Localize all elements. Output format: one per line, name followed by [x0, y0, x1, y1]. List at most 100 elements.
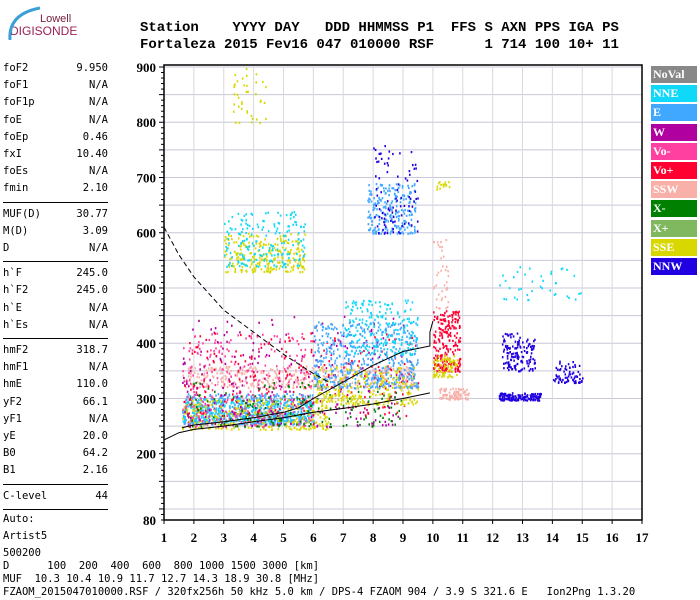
- echo-point-vo-: [323, 349, 325, 352]
- echo-point-x-: [303, 423, 305, 426]
- echo-point-vo-: [232, 398, 234, 401]
- echo-point-e: [209, 410, 212, 413]
- echo-point-vo-: [251, 415, 254, 418]
- echo-point-vo-: [213, 407, 216, 410]
- echo-point-ssw: [266, 379, 269, 382]
- echo-point-nne: [253, 260, 255, 263]
- echo-point-sse: [186, 408, 189, 411]
- echo-point-nne: [240, 223, 242, 226]
- echo-point-e: [338, 354, 341, 357]
- echo-point-e: [184, 417, 186, 420]
- echo-point-w: [312, 354, 315, 357]
- echo-point-sse: [375, 400, 377, 403]
- echo-point-w: [240, 406, 242, 409]
- echo-point-nne: [234, 228, 237, 231]
- echo-point-vo-: [214, 339, 217, 342]
- echo-point-vo-: [303, 372, 305, 375]
- echo-point-nne: [302, 255, 305, 258]
- echo-point-nne: [374, 345, 377, 348]
- echo-point-sse: [241, 102, 243, 106]
- echo-point-e: [354, 346, 357, 349]
- echo-point-vo-: [195, 426, 197, 429]
- echo-point-sse: [339, 377, 342, 380]
- echo-point-nne: [226, 249, 228, 252]
- echo-point-nne: [245, 219, 247, 222]
- echo-point-e: [317, 347, 320, 350]
- param-fof1p: foF1p N/A: [3, 94, 108, 111]
- echo-point-nne: [189, 405, 192, 408]
- echo-point-sse: [327, 385, 329, 389]
- echo-point-sse: [265, 117, 267, 120]
- echo-point-nnw: [375, 188, 378, 191]
- echo-point-nne: [259, 420, 261, 423]
- echo-point-ssw: [267, 381, 269, 384]
- echo-point-nne: [251, 410, 254, 413]
- echo-point-ssw: [372, 369, 374, 372]
- echo-point-sse: [413, 383, 415, 386]
- echo-point-e: [380, 232, 382, 235]
- echo-point-e: [354, 371, 357, 374]
- echo-point-nne: [230, 420, 232, 423]
- echo-point-vo-: [201, 412, 203, 415]
- echo-point-vo-: [258, 408, 261, 412]
- echo-point-w: [370, 328, 373, 332]
- echo-point-w: [184, 411, 186, 414]
- echo-point-sse: [237, 407, 239, 410]
- echo-point-e: [198, 419, 200, 422]
- param-value: 10.40: [76, 148, 108, 160]
- echo-point-e: [214, 413, 216, 416]
- echo-point-nne: [241, 253, 244, 256]
- echo-point-sse: [315, 401, 318, 404]
- echo-point-e: [341, 386, 343, 389]
- echo-point-e: [392, 359, 394, 362]
- echo-point-e: [414, 229, 416, 233]
- echo-point-sse: [271, 268, 274, 271]
- echo-point-sse: [351, 376, 354, 380]
- echo-point-e: [259, 409, 262, 412]
- echo-point-x-: [241, 409, 244, 412]
- echo-point-nne: [252, 413, 254, 416]
- echo-point-nne: [385, 317, 387, 321]
- echo-point-e: [268, 417, 271, 420]
- echo-point-nne: [273, 223, 276, 226]
- echo-point-vo-: [201, 420, 204, 423]
- echo-point-e: [411, 334, 413, 337]
- echo-point-nnw: [387, 164, 389, 167]
- echo-point-vo-: [300, 359, 303, 362]
- echo-point-sse: [380, 382, 383, 385]
- echo-point-vo-: [381, 392, 384, 396]
- echo-point-e: [370, 386, 372, 389]
- echo-point-nne: [391, 303, 394, 306]
- echo-point-e: [368, 197, 370, 200]
- echo-point-e: [351, 324, 353, 328]
- echo-point-e: [191, 423, 194, 426]
- echo-point-vo-: [230, 339, 232, 342]
- echo-point-nne: [287, 414, 289, 417]
- echo-point-w: [236, 396, 238, 399]
- echo-point-sse: [299, 255, 301, 258]
- echo-point-nne: [291, 412, 294, 415]
- echo-point-nnw: [408, 170, 411, 173]
- echo-point-e: [250, 395, 253, 398]
- echo-point-nnw: [379, 152, 381, 155]
- echo-point-ssw: [276, 376, 279, 379]
- echo-point-sse: [264, 257, 267, 260]
- echo-point-sse: [411, 377, 414, 380]
- echo-point-ssw: [332, 365, 335, 368]
- echo-point-sse: [399, 367, 401, 370]
- echo-point-e: [387, 377, 389, 380]
- echo-point-w: [385, 353, 387, 356]
- echo-point-nne: [402, 331, 405, 334]
- echo-point-ssw: [383, 371, 386, 374]
- echo-point-sse: [209, 401, 211, 404]
- echo-point-vo-: [216, 332, 219, 335]
- echo-point-vo-: [439, 318, 442, 321]
- echo-point-nne: [354, 302, 356, 305]
- echo-point-ssw: [382, 376, 385, 379]
- echo-point-sse: [450, 367, 453, 370]
- echo-point-e: [343, 357, 346, 360]
- echo-point-sse: [257, 235, 260, 238]
- logo-digisonde: DIGISONDE: [10, 24, 78, 38]
- echo-point-sse: [238, 413, 240, 416]
- echo-point-sse: [287, 250, 289, 253]
